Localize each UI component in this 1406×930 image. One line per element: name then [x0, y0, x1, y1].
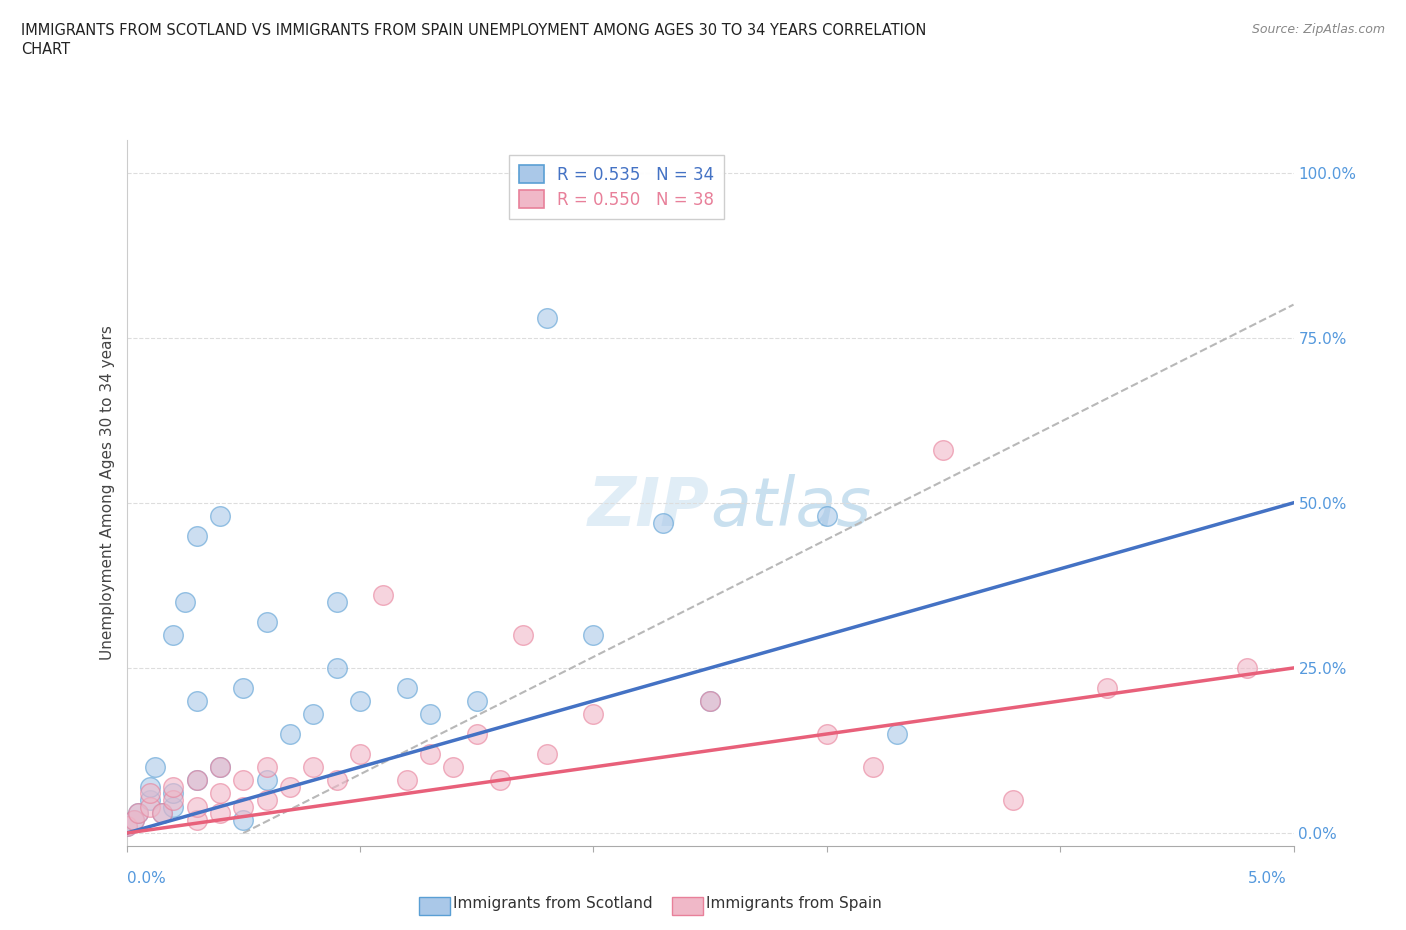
Point	[232, 799, 254, 814]
Point	[139, 786, 162, 801]
Point	[208, 786, 231, 801]
Point	[186, 799, 208, 814]
Point	[115, 819, 138, 834]
Point	[419, 747, 441, 762]
Point	[932, 443, 955, 458]
Point	[536, 311, 558, 325]
Point	[208, 509, 231, 524]
Point	[325, 773, 347, 788]
Point	[278, 726, 301, 741]
Point	[162, 799, 184, 814]
Text: Immigrants from Scotland: Immigrants from Scotland	[453, 897, 652, 911]
Point	[143, 760, 166, 775]
Point	[115, 819, 138, 834]
Point	[886, 726, 908, 741]
Point	[395, 681, 418, 696]
Point	[815, 509, 838, 524]
Point	[186, 773, 208, 788]
Point	[150, 805, 173, 820]
Point	[208, 760, 231, 775]
Point	[232, 773, 254, 788]
Point	[186, 773, 208, 788]
Point	[150, 805, 173, 820]
Text: 0.0%: 0.0%	[127, 871, 166, 886]
Point	[1002, 792, 1025, 807]
Point	[862, 760, 884, 775]
Point	[208, 760, 231, 775]
Point	[815, 726, 838, 741]
Point	[536, 747, 558, 762]
Point	[349, 694, 371, 709]
Point	[652, 515, 675, 530]
Text: IMMIGRANTS FROM SCOTLAND VS IMMIGRANTS FROM SPAIN UNEMPLOYMENT AMONG AGES 30 TO : IMMIGRANTS FROM SCOTLAND VS IMMIGRANTS F…	[21, 23, 927, 38]
Point	[127, 805, 149, 820]
Point	[186, 694, 208, 709]
Point	[465, 726, 488, 741]
Point	[162, 792, 184, 807]
Text: ZIP: ZIP	[588, 474, 710, 540]
Point	[232, 681, 254, 696]
Point	[186, 813, 208, 828]
Point	[489, 773, 512, 788]
Point	[208, 805, 231, 820]
Point	[122, 813, 145, 828]
Text: atlas: atlas	[710, 474, 872, 540]
Point	[465, 694, 488, 709]
Point	[256, 792, 278, 807]
Point	[325, 594, 347, 609]
Legend: R = 0.535   N = 34, R = 0.550   N = 38: R = 0.535 N = 34, R = 0.550 N = 38	[509, 155, 724, 219]
Point	[232, 813, 254, 828]
Point	[127, 805, 149, 820]
Point	[582, 707, 605, 722]
Point	[174, 594, 197, 609]
Point	[582, 628, 605, 643]
Text: CHART: CHART	[21, 42, 70, 57]
Point	[139, 779, 162, 794]
Point	[302, 707, 325, 722]
Point	[139, 799, 162, 814]
Point	[699, 694, 721, 709]
Point	[325, 660, 347, 675]
Point	[1095, 681, 1118, 696]
Point	[256, 760, 278, 775]
Point	[122, 813, 145, 828]
Point	[441, 760, 464, 775]
Point	[139, 792, 162, 807]
Point	[162, 628, 184, 643]
Point	[162, 786, 184, 801]
Point	[699, 694, 721, 709]
Point	[278, 779, 301, 794]
Point	[186, 528, 208, 543]
Point	[349, 747, 371, 762]
Point	[419, 707, 441, 722]
Point	[395, 773, 418, 788]
Y-axis label: Unemployment Among Ages 30 to 34 years: Unemployment Among Ages 30 to 34 years	[100, 326, 115, 660]
Text: Source: ZipAtlas.com: Source: ZipAtlas.com	[1251, 23, 1385, 36]
Point	[1236, 660, 1258, 675]
Point	[256, 615, 278, 630]
Point	[256, 773, 278, 788]
Point	[302, 760, 325, 775]
Text: Immigrants from Spain: Immigrants from Spain	[706, 897, 882, 911]
Text: 5.0%: 5.0%	[1247, 871, 1286, 886]
Point	[162, 779, 184, 794]
Point	[373, 588, 395, 603]
Point	[512, 628, 534, 643]
